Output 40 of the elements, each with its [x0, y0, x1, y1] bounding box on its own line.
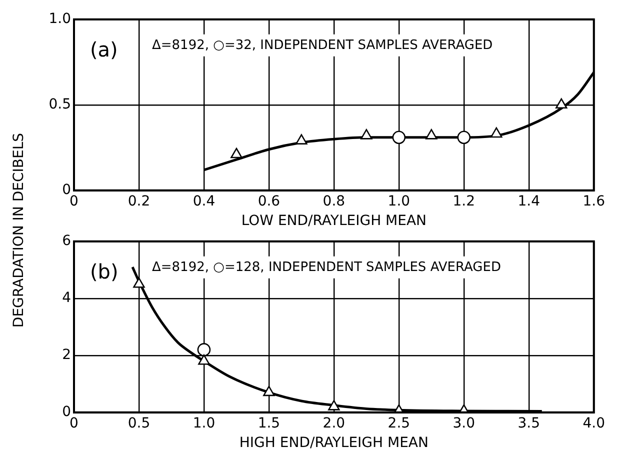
x-tick-label: 0.2 — [128, 193, 150, 210]
x-tick-label: 1.0 — [192, 415, 216, 432]
x-tick-label: 0.4 — [192, 193, 216, 210]
x-tick-label: 3.0 — [452, 415, 476, 432]
x-tick-label: 4.0 — [582, 415, 605, 432]
annotation: Δ=8192, ○=128, INDEPENDENT SAMPLES AVERAGED — [152, 260, 501, 275]
y-tick-label: 0 — [62, 182, 71, 198]
x-tick-label: 1.5 — [258, 415, 280, 432]
x-tick-label: 1.0 — [388, 193, 410, 210]
annotation: (b) — [90, 260, 118, 284]
y-tick-label: 4 — [62, 290, 72, 306]
point — [263, 386, 275, 396]
point — [296, 134, 308, 144]
y-tick-label: 0 — [62, 404, 71, 420]
x-tick-label: 1.2 — [452, 193, 476, 210]
y-tick-label: 1.0 — [48, 11, 71, 28]
annotation: Δ=8192, ○=32, INDEPENDENT SAMPLES AVERAGED — [152, 38, 493, 53]
x-tick-label: 0.6 — [258, 193, 280, 210]
point — [556, 98, 568, 109]
x-tick-label: 1.6 — [582, 193, 606, 210]
point — [360, 129, 372, 140]
point — [230, 148, 242, 158]
point — [328, 400, 340, 410]
x-axis-title: LOW END/RAYLEIGH MEAN — [241, 213, 427, 230]
y-tick-label: 6 — [62, 233, 72, 250]
x-tick-label: 2.0 — [322, 415, 346, 432]
annotation: (a) — [90, 38, 118, 62]
x-tick-label: 0.5 — [128, 415, 150, 432]
x-axis-title: HIGH END/RAYLEIGH MEAN — [239, 435, 428, 452]
y-axis-title: DEGRADATION IN DECIBELS — [11, 132, 27, 328]
y-tick-label: 0.5 — [48, 96, 71, 113]
x-tick-label: 0.8 — [322, 193, 346, 210]
point — [426, 129, 438, 140]
y-tick-label: 2 — [62, 347, 71, 364]
x-tick-label: 1.4 — [518, 193, 540, 210]
point — [490, 127, 502, 138]
x-tick-label: 3.5 — [518, 415, 540, 432]
x-tick-label: 2.5 — [388, 415, 410, 432]
point — [133, 278, 145, 288]
point — [198, 354, 210, 365]
